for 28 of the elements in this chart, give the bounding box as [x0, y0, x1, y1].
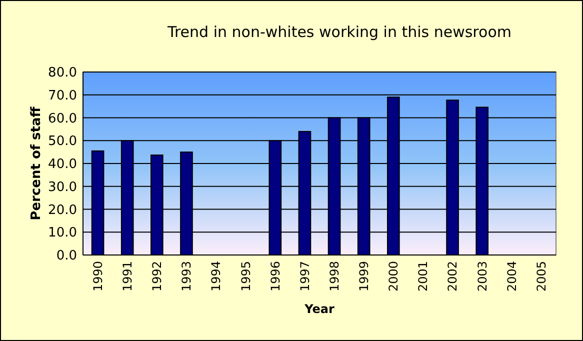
x-tick-label: 1999 [357, 261, 372, 292]
x-tick-label: 1992 [150, 261, 164, 292]
y-tick-label: 70.0 [48, 88, 77, 104]
chart-title: Trend in non-whites working in this newsroom [166, 23, 512, 41]
x-tick-label: 2002 [446, 261, 460, 292]
y-tick-label: 40.0 [48, 157, 77, 172]
x-tick-label: 1996 [268, 261, 282, 292]
y-tick-label: 60.0 [48, 111, 77, 126]
y-tick-label: 50.0 [48, 134, 77, 150]
y-tick-label: 0.0 [56, 248, 77, 264]
x-tick-label: 1990 [90, 261, 105, 292]
x-axis-title: Year [304, 302, 334, 316]
y-tick-label: 20.0 [48, 202, 77, 218]
x-tick-label: 1998 [327, 261, 342, 292]
x-tick-label: 1995 [238, 261, 253, 292]
x-tick-label: 1993 [180, 261, 194, 292]
y-axis-title: Percent of staff [29, 106, 44, 220]
y-tick-label: 10.0 [48, 226, 77, 241]
x-tick-label: 2000 [386, 261, 401, 292]
x-tick-label: 2003 [475, 261, 490, 292]
x-tick-label: 1997 [298, 261, 312, 292]
x-tick-label: 2001 [416, 261, 430, 292]
x-tick-label: 2005 [534, 261, 548, 292]
y-tick-label: 80.0 [48, 66, 77, 81]
y-tick-label: 30.0 [48, 180, 77, 195]
x-tick-label: 2004 [504, 261, 519, 292]
x-tick-label: 1994 [209, 261, 224, 292]
x-tick-label: 1991 [120, 261, 135, 292]
